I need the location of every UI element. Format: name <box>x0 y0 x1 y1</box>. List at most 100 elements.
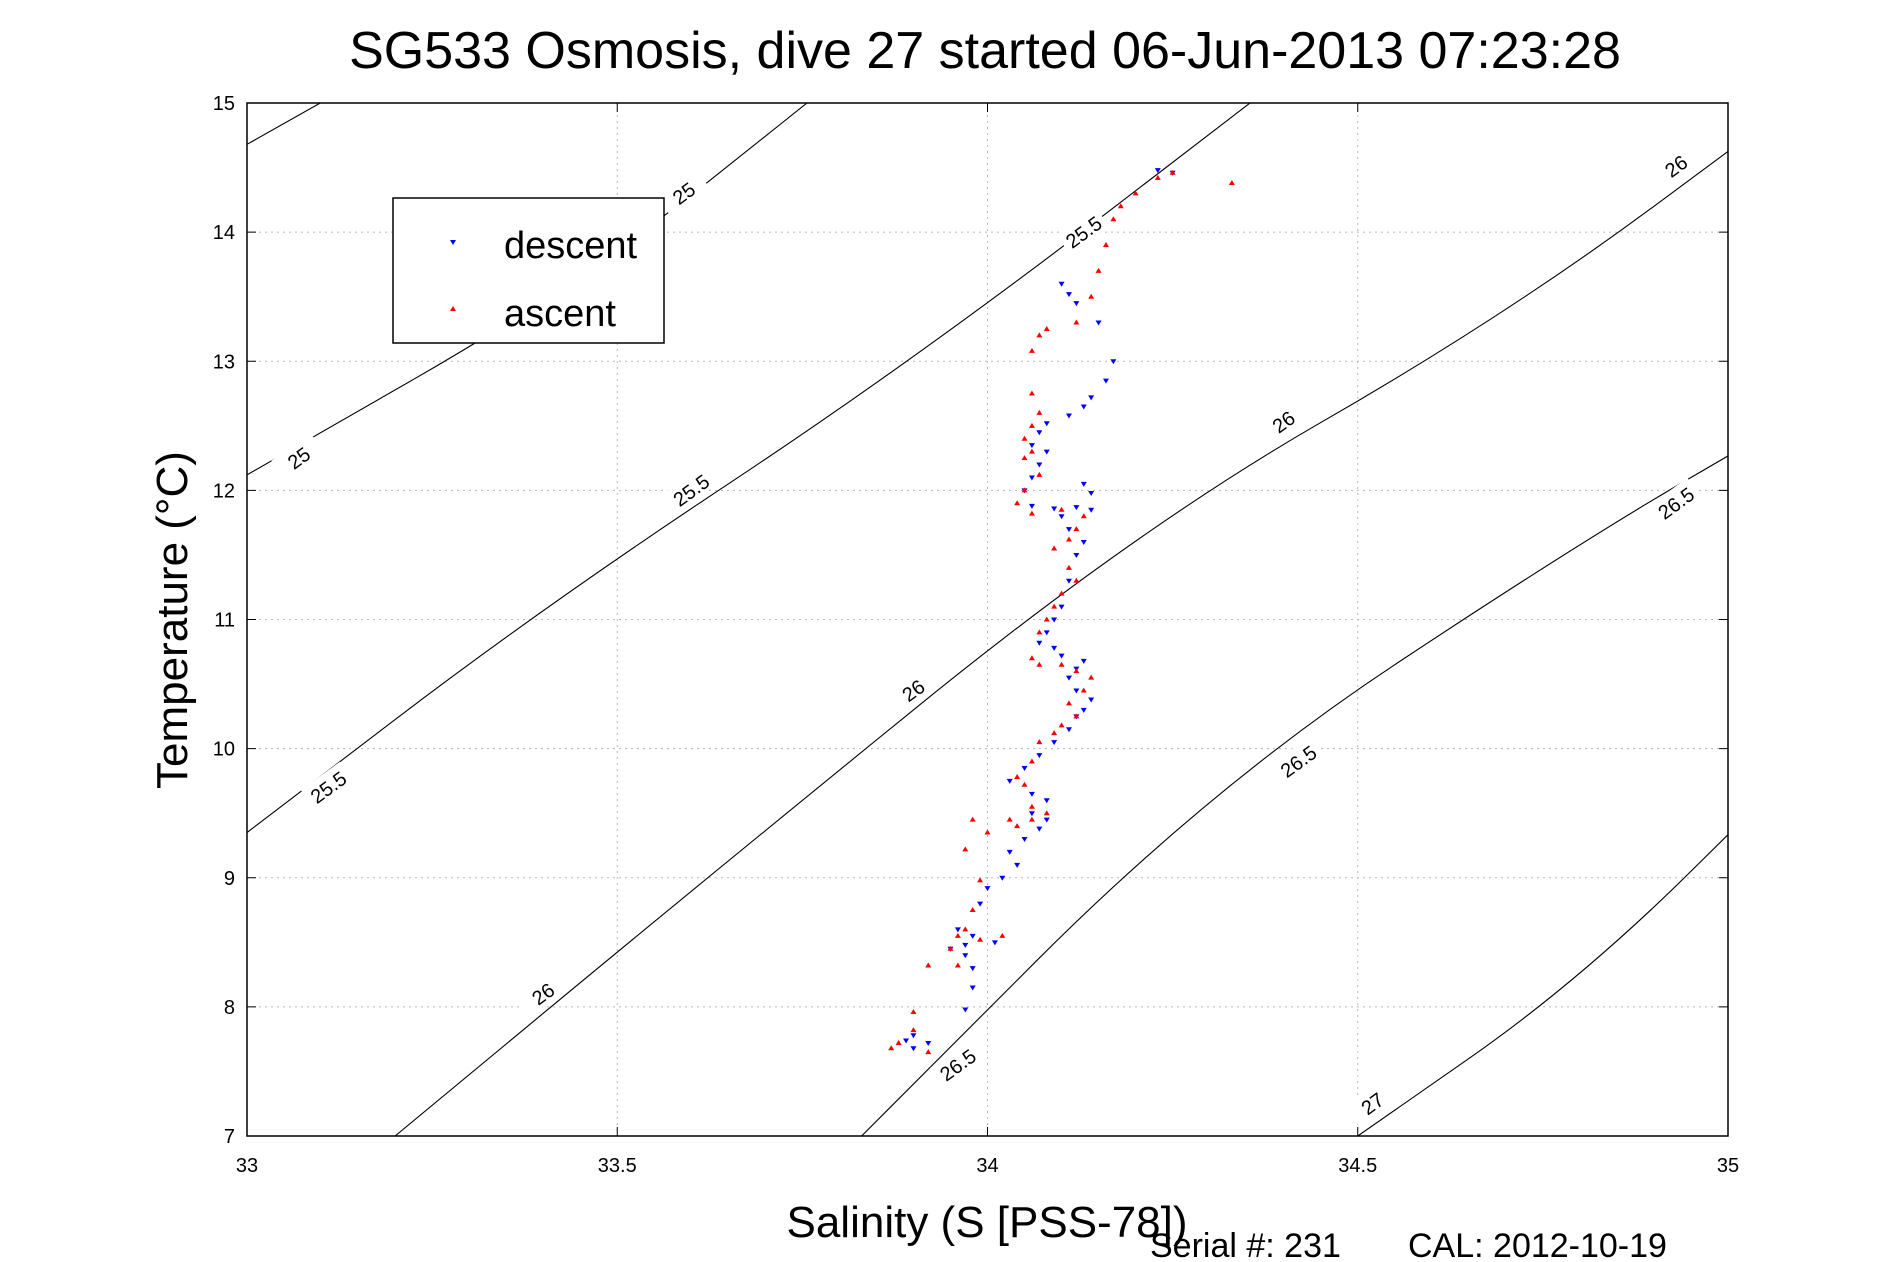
ascent-point <box>962 846 969 852</box>
descent-point <box>1006 849 1013 855</box>
ascent-point <box>954 962 961 968</box>
descent-point <box>1065 727 1072 733</box>
ascent-point <box>969 907 976 913</box>
descent-point <box>1043 449 1050 455</box>
ascent-point <box>1102 242 1109 248</box>
legend-box <box>392 197 665 344</box>
ascent-point <box>1073 526 1080 532</box>
x-tick-label: 35 <box>1717 1155 1739 1177</box>
ascent-point <box>1080 513 1087 519</box>
ascent-point <box>1073 577 1080 583</box>
axis-ticks: 33 33.5 34 34.5 35 7 8 9 10 11 12 13 14 15 <box>213 93 1739 1177</box>
ascent-point <box>1073 713 1080 719</box>
x-axis-label: Salinity (S [PSS-78]) <box>786 1198 1187 1247</box>
x-tick-label: 33 <box>236 1155 258 1177</box>
descent-point <box>1014 862 1021 868</box>
descent-point <box>910 1033 917 1039</box>
y-tick-label: 7 <box>224 1126 235 1148</box>
descent-point <box>962 953 969 959</box>
descent-point <box>969 985 976 991</box>
ascent-point <box>925 1049 932 1055</box>
descent-point <box>1043 630 1050 636</box>
ascent-point <box>1065 700 1072 706</box>
ascent-point <box>1095 267 1102 273</box>
descent-point <box>962 1007 969 1013</box>
ascent-point <box>1014 774 1021 780</box>
descent-point <box>962 942 969 948</box>
ascent-point <box>1028 448 1035 454</box>
descent-point <box>999 875 1006 881</box>
descent-point <box>1058 514 1065 520</box>
descent-point <box>1088 395 1095 401</box>
contour-line-26 <box>394 150 1728 1136</box>
descent-point <box>910 1046 917 1052</box>
ascent-point <box>1043 616 1050 622</box>
y-tick-label: 10 <box>213 739 235 761</box>
y-tick-label: 15 <box>213 93 235 115</box>
ascent-point <box>888 1045 895 1051</box>
ascent-point <box>1058 661 1065 667</box>
ascent-point <box>895 1040 902 1046</box>
descent-point <box>1043 421 1050 427</box>
ascent-point <box>1058 722 1065 728</box>
descent-point <box>1051 506 1058 512</box>
ascent-point <box>1058 506 1065 512</box>
ascent-point <box>1036 661 1043 667</box>
ascent-point <box>1028 803 1035 809</box>
ascent-point <box>984 829 991 835</box>
ascent-point <box>1058 590 1065 596</box>
descent-point <box>1080 540 1087 546</box>
ascent-point <box>1036 409 1043 415</box>
descent-point <box>1110 359 1117 365</box>
descent-point <box>1080 707 1087 713</box>
ascent-point <box>1043 325 1050 331</box>
x-tick-label: 33.5 <box>598 1155 637 1177</box>
descent-point <box>991 940 998 946</box>
descent-point <box>1065 675 1072 681</box>
descent-point <box>1036 640 1043 646</box>
descent-point <box>1065 578 1072 584</box>
descent-point <box>1028 811 1035 817</box>
descent-point <box>1080 404 1087 410</box>
x-tick-label: 34.5 <box>1338 1155 1377 1177</box>
ascent-point <box>1028 390 1035 396</box>
legend-marker-descent <box>450 240 456 245</box>
descent-point <box>1021 837 1028 843</box>
descent-point <box>1095 320 1102 326</box>
ascent-point <box>977 877 984 883</box>
descent-point <box>1073 301 1080 307</box>
y-tick-label: 9 <box>224 868 235 890</box>
ascent-point <box>1043 810 1050 816</box>
contour-label-bg <box>930 1039 984 1088</box>
ascent-point <box>1014 500 1021 506</box>
descent-point <box>1065 527 1072 533</box>
ascent-point <box>1088 674 1095 680</box>
ascent-point <box>1154 174 1161 180</box>
serial-number: Serial #: 231 <box>1150 1227 1341 1262</box>
contour-label-bg <box>656 167 710 216</box>
contour-line-25 <box>247 103 322 145</box>
descent-point <box>925 1041 932 1047</box>
descent-point <box>903 1038 910 1044</box>
y-tick-label: 12 <box>213 480 235 502</box>
ascent-point <box>1051 730 1058 736</box>
ascent-point <box>1021 455 1028 461</box>
descent-point <box>1021 765 1028 771</box>
descent-point <box>1028 443 1035 449</box>
ascent-point <box>1132 190 1139 196</box>
ascent-point <box>910 1009 917 1015</box>
descent-point <box>1036 753 1043 759</box>
data-points <box>888 168 1235 1055</box>
descent-point <box>1028 791 1035 797</box>
descent-point <box>1036 462 1043 468</box>
calibration-date: CAL: 2012-10-19 <box>1408 1227 1667 1262</box>
ascent-point <box>1021 487 1028 493</box>
ascent-point <box>1036 471 1043 477</box>
contour-label-bg <box>271 432 325 481</box>
ascent-point <box>969 816 976 822</box>
ascent-point <box>1021 781 1028 787</box>
descent-point <box>1036 430 1043 436</box>
ascent-point <box>1228 180 1235 186</box>
descent-point <box>969 933 976 939</box>
contour-label-bg <box>1648 477 1702 526</box>
